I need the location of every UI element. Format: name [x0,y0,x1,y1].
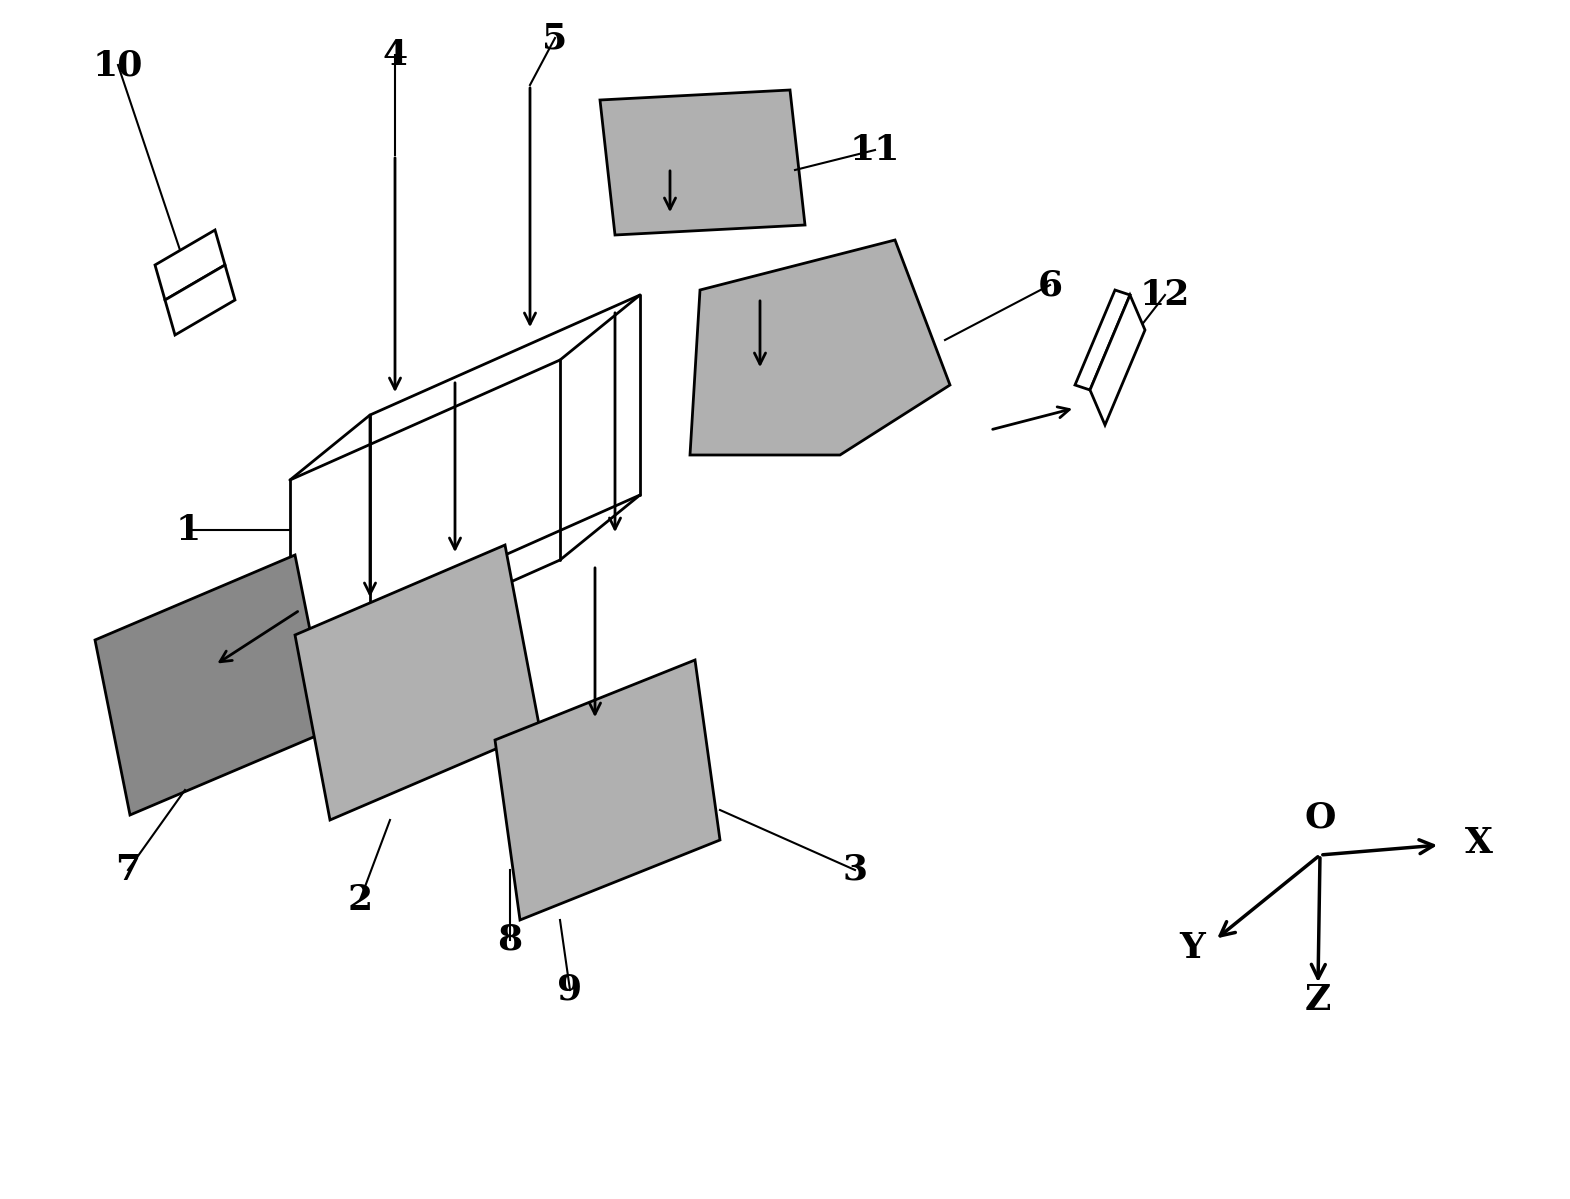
Text: 3: 3 [843,852,868,887]
Polygon shape [495,659,721,920]
Polygon shape [96,555,330,815]
Text: 12: 12 [1140,278,1190,312]
Text: 7: 7 [116,852,141,887]
Text: 8: 8 [498,923,523,957]
Polygon shape [1075,290,1130,390]
Text: 6: 6 [1038,269,1063,302]
Text: 2: 2 [347,882,372,917]
Polygon shape [165,265,236,335]
Polygon shape [689,240,950,454]
Text: Y: Y [1179,930,1204,965]
Text: 4: 4 [383,38,408,72]
Polygon shape [1090,295,1145,424]
Polygon shape [600,90,805,235]
Text: 9: 9 [557,974,582,1007]
Text: Z: Z [1305,983,1331,1017]
Polygon shape [155,230,225,300]
Text: 1: 1 [176,513,201,547]
Text: 5: 5 [542,22,568,55]
Polygon shape [295,546,540,820]
Text: 10: 10 [93,48,143,82]
Text: O: O [1305,800,1336,835]
Text: X: X [1465,826,1493,860]
Text: 11: 11 [849,133,900,167]
